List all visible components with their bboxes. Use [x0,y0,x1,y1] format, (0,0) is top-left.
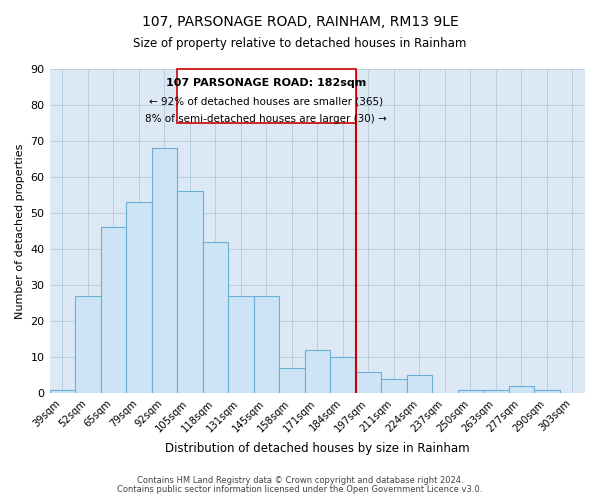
Bar [534,390,560,393]
Bar [305,350,330,393]
Bar [381,379,407,393]
Bar [330,357,356,393]
Bar [101,228,126,393]
Bar [152,148,177,393]
Bar [228,296,254,393]
Bar [203,242,228,393]
X-axis label: Distribution of detached houses by size in Rainham: Distribution of detached houses by size … [165,442,470,455]
Text: 107, PARSONAGE ROAD, RAINHAM, RM13 9LE: 107, PARSONAGE ROAD, RAINHAM, RM13 9LE [142,15,458,29]
Bar [356,372,381,393]
Bar [509,386,534,393]
Text: 8% of semi-detached houses are larger (30) →: 8% of semi-detached houses are larger (3… [145,114,387,124]
Text: 107 PARSONAGE ROAD: 182sqm: 107 PARSONAGE ROAD: 182sqm [166,78,367,88]
Text: ← 92% of detached houses are smaller (365): ← 92% of detached houses are smaller (36… [149,96,383,106]
Bar [483,390,509,393]
Bar [458,390,483,393]
Y-axis label: Number of detached properties: Number of detached properties [15,144,25,319]
Bar [75,296,101,393]
FancyBboxPatch shape [177,69,356,123]
Bar [254,296,279,393]
Bar [279,368,305,393]
Text: Contains HM Land Registry data © Crown copyright and database right 2024.: Contains HM Land Registry data © Crown c… [137,476,463,485]
Bar [126,202,152,393]
Text: Contains public sector information licensed under the Open Government Licence v3: Contains public sector information licen… [118,485,482,494]
Bar [407,375,432,393]
Text: Size of property relative to detached houses in Rainham: Size of property relative to detached ho… [133,38,467,51]
Bar [177,192,203,393]
Bar [50,390,75,393]
